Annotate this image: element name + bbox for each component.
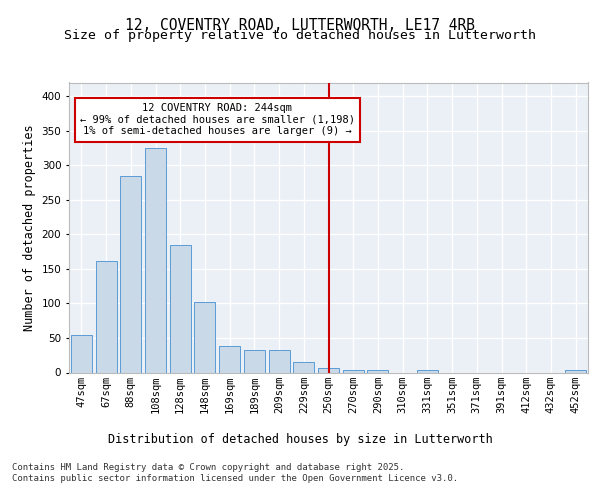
Bar <box>293 362 314 372</box>
Bar <box>194 302 215 372</box>
Bar <box>565 370 586 372</box>
Y-axis label: Number of detached properties: Number of detached properties <box>23 124 36 331</box>
Bar <box>417 370 438 372</box>
Bar <box>219 346 240 372</box>
Text: Size of property relative to detached houses in Lutterworth: Size of property relative to detached ho… <box>64 29 536 42</box>
Text: Distribution of detached houses by size in Lutterworth: Distribution of detached houses by size … <box>107 432 493 446</box>
Text: Contains HM Land Registry data © Crown copyright and database right 2025.: Contains HM Land Registry data © Crown c… <box>12 462 404 471</box>
Bar <box>367 370 388 372</box>
Bar <box>343 370 364 372</box>
Text: 12 COVENTRY ROAD: 244sqm
← 99% of detached houses are smaller (1,198)
1% of semi: 12 COVENTRY ROAD: 244sqm ← 99% of detach… <box>80 103 355 136</box>
Bar <box>170 245 191 372</box>
Bar <box>145 148 166 372</box>
Bar <box>318 368 339 372</box>
Bar <box>95 260 116 372</box>
Bar <box>269 350 290 372</box>
Text: Contains public sector information licensed under the Open Government Licence v3: Contains public sector information licen… <box>12 474 458 483</box>
Bar <box>120 176 141 372</box>
Bar <box>71 334 92 372</box>
Bar <box>244 350 265 372</box>
Text: 12, COVENTRY ROAD, LUTTERWORTH, LE17 4RB: 12, COVENTRY ROAD, LUTTERWORTH, LE17 4RB <box>125 18 475 32</box>
